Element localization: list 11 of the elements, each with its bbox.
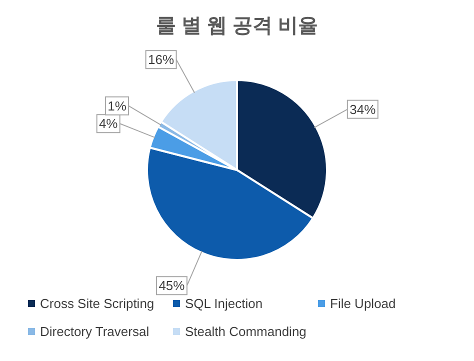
legend-label: Directory Traversal <box>40 324 150 339</box>
data-label: 16% <box>148 52 174 68</box>
chart-title: 룰 별 웹 공격 비율 <box>156 15 318 37</box>
data-label: 4% <box>98 116 118 132</box>
legend-label: File Upload <box>330 296 396 311</box>
data-label: 34% <box>350 102 376 117</box>
legend-label: Stealth Commanding <box>185 324 306 339</box>
data-label: 45% <box>158 278 186 294</box>
data-label: 1% <box>108 98 127 114</box>
legend-label: SQL Injection <box>185 296 263 311</box>
legend-label: Cross Site Scripting <box>40 296 154 311</box>
